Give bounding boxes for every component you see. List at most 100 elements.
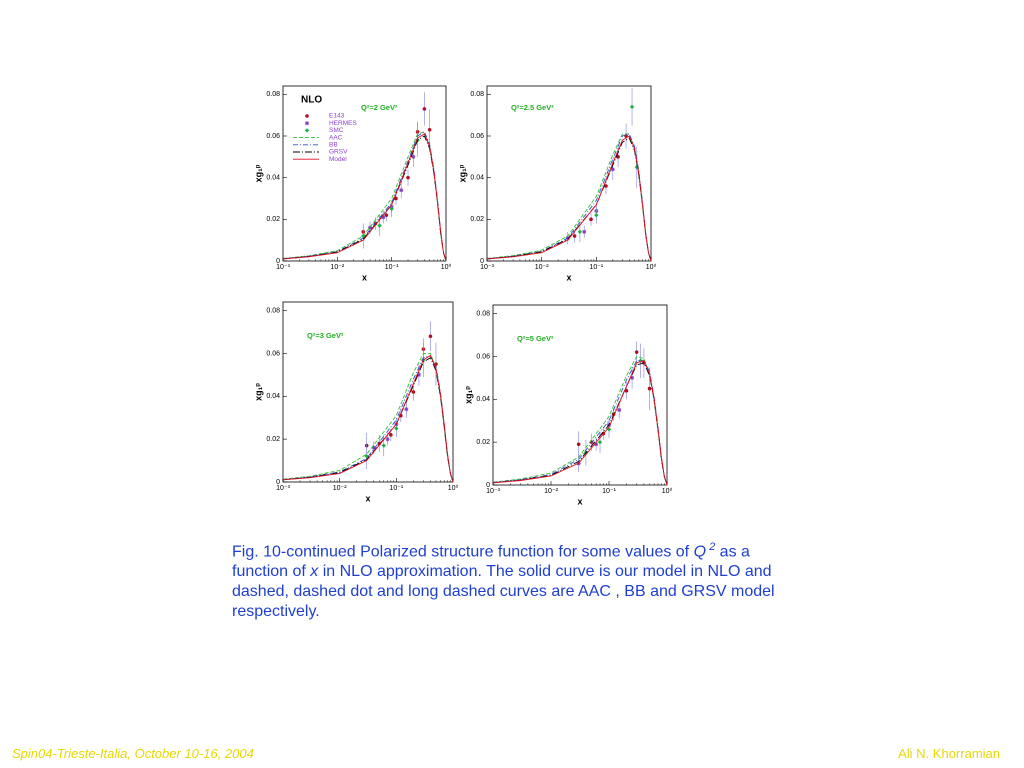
footer-right: Ali N. Khorramian (898, 746, 1000, 761)
data-point (576, 442, 581, 447)
data-point (304, 128, 310, 133)
curve (492, 362, 668, 486)
data-point (385, 437, 390, 442)
x-tick-label: 10⁻¹ (589, 264, 603, 271)
curve (486, 133, 652, 262)
data-point (594, 212, 599, 218)
caption-text: 2 (706, 541, 716, 553)
curve (282, 354, 454, 483)
y-tick-label: 0.08 (266, 307, 280, 314)
x-tick-label: 10⁻² (330, 264, 344, 271)
x-tick-label: 10⁰ (441, 263, 452, 271)
curve (282, 352, 454, 483)
data-point (422, 107, 427, 111)
caption-text: x (310, 563, 319, 581)
curve (486, 133, 652, 262)
y-tick-label: 0 (276, 479, 280, 486)
y-tick-label: 0.08 (476, 310, 490, 317)
data-point (577, 229, 583, 235)
x-tick-label: 10⁰ (662, 487, 673, 495)
y-tick-label: 0.06 (476, 353, 490, 360)
data-point (305, 121, 309, 126)
curve (282, 357, 454, 483)
charts: 10⁻³ 10⁻² 10⁻¹ 10⁰ 0 0.02 0.04 0.06 0.08 x xg₁ᵖ Q²=… (253, 85, 673, 506)
y-tick-label: 0.06 (266, 350, 280, 357)
y-tick-label: 0.02 (266, 216, 280, 223)
y-axis-label: xg₁ᵖ (457, 164, 467, 182)
legend-label: AAC (329, 134, 343, 141)
y-tick-label: 0.06 (266, 133, 280, 140)
caption-text: as a function of (232, 543, 750, 581)
y-tick-label: 0.02 (470, 216, 484, 223)
data-point (381, 443, 386, 448)
legend-label: BB (329, 142, 338, 149)
data-point (572, 234, 577, 238)
chart-title: Q²=5 GeV² (517, 334, 554, 343)
curve (492, 360, 668, 486)
data-point (368, 225, 373, 230)
chart-title: Q²=3 GeV² (307, 331, 344, 340)
data-point (411, 154, 416, 159)
legend-label: E143 (329, 113, 345, 120)
data-point (389, 206, 394, 212)
y-tick-label: 0.08 (266, 91, 280, 98)
plot-frame (492, 304, 668, 486)
annotation: NLO (301, 95, 322, 106)
caption-text: Fig. 10-continued Polarized structure fu… (232, 543, 694, 561)
y-tick-label: 0.02 (266, 436, 280, 443)
x-tick-label: 10⁻³ (486, 488, 500, 495)
data-point (384, 213, 389, 217)
data-point (597, 439, 603, 445)
y-axis-label: xg₁ᵖ (253, 383, 263, 401)
chart-title: Q²=2 GeV² (361, 103, 398, 112)
footer-left: Spin04-Trieste-Italia, October 10-16, 20… (12, 746, 254, 761)
data-point (582, 229, 587, 234)
curve (486, 137, 652, 262)
data-point (406, 175, 410, 180)
data-point (634, 165, 640, 170)
legend-label: Model (329, 156, 347, 163)
data-point (610, 167, 615, 172)
x-tick-label: 10⁻¹ (385, 264, 399, 271)
y-tick-label: 0.08 (470, 91, 484, 98)
y-tick-label: 0.04 (266, 393, 280, 400)
data-point (616, 155, 620, 159)
y-tick-label: 0.06 (470, 133, 484, 140)
data-point (624, 388, 629, 393)
data-point (634, 350, 639, 354)
chart-title: Q²=2.5 GeV² (511, 103, 554, 112)
x-axis-label: x (566, 272, 571, 282)
data-point (411, 390, 416, 394)
data-point (377, 223, 382, 228)
curve (282, 131, 447, 262)
y-tick-label: 0.04 (476, 396, 490, 403)
caption-text: in NLO approximation. The solid curve is… (232, 563, 775, 621)
data-point (305, 114, 309, 118)
legend-label: SMC (329, 127, 344, 134)
curve (486, 135, 652, 262)
x-tick-label: 10⁻³ (480, 264, 494, 271)
curve (492, 360, 668, 486)
y-tick-label: 0.02 (476, 439, 490, 446)
data-point (617, 408, 622, 412)
data-point (594, 442, 599, 447)
x-tick-label: 10⁻¹ (602, 488, 616, 495)
data-point (428, 334, 433, 339)
x-tick-label: 10⁻³ (276, 485, 290, 492)
y-tick-label: 0 (276, 258, 280, 265)
data-point (629, 104, 635, 110)
caption-text: Q (693, 543, 707, 561)
data-point (416, 372, 421, 377)
y-tick-label: 0 (486, 482, 490, 489)
legend-label: GRSV (329, 149, 348, 156)
data-point (427, 127, 432, 132)
plot-frame (486, 85, 652, 262)
data-point (404, 407, 409, 412)
caption: Fig. 10-continued Polarized structure fu… (232, 536, 784, 622)
curve (492, 355, 668, 486)
data-point (630, 375, 635, 380)
curve (282, 135, 447, 262)
x-tick-label: 10⁻² (535, 264, 549, 271)
data-point (647, 386, 652, 391)
